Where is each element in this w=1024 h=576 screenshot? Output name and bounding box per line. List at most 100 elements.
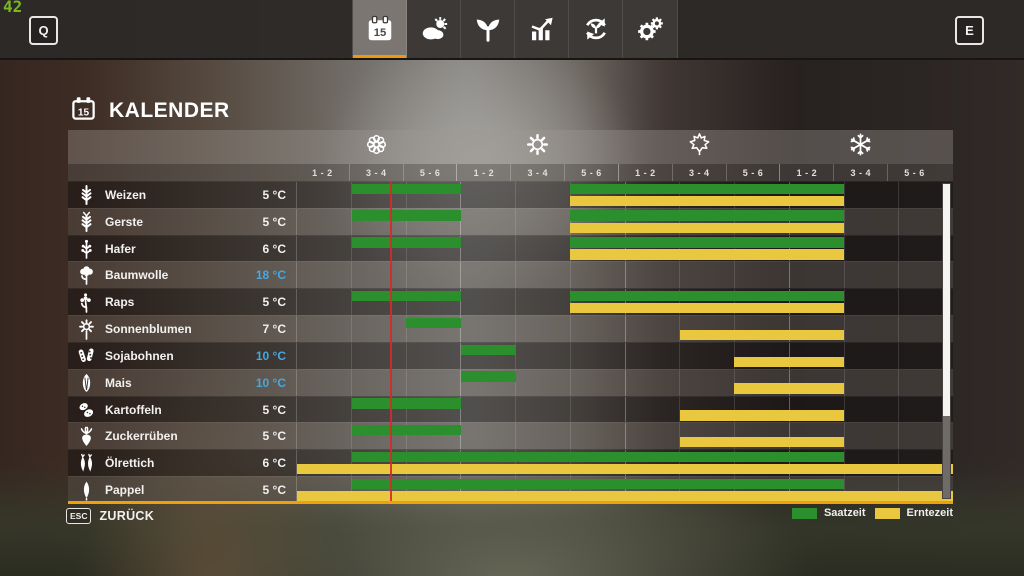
timeline-cell: [843, 208, 899, 235]
legend-item: Erntezeit: [874, 507, 953, 519]
tab-calendar[interactable]: 15: [353, 0, 407, 58]
back-label: ZURÜCK: [99, 509, 155, 523]
tab-statistics[interactable]: [515, 0, 569, 58]
barley-icon: [77, 211, 96, 233]
menu-tab-bar: 15: [352, 0, 678, 58]
sow-period-bar: [351, 451, 844, 463]
timeline-cell: [405, 369, 461, 396]
sunflower-icon: [77, 318, 96, 340]
period-label: 1 - 2: [456, 164, 510, 181]
period-label: 5 - 6: [725, 164, 780, 181]
timeline-cell: [405, 477, 461, 503]
timeline-cell: [898, 289, 953, 316]
prev-tab-key-hint[interactable]: Q: [29, 16, 58, 45]
crop-timeline: [296, 342, 953, 369]
tab-weather[interactable]: [407, 0, 461, 58]
timeline-cell: [843, 235, 899, 262]
crop-row: Sonnenblumen 7 °C: [68, 315, 953, 342]
timeline-cell: [405, 342, 461, 369]
period-label: 1 - 2: [312, 167, 333, 178]
timeline-cell: [515, 369, 570, 396]
crop-germination-temp: 18 °C: [255, 268, 286, 283]
page-header: 15 KALENDER: [70, 95, 230, 127]
sow-period-bar: [570, 183, 844, 194]
next-tab-key-hint[interactable]: E: [955, 16, 984, 45]
tab-settings[interactable]: [623, 0, 677, 58]
period-label: 3 - 4: [510, 164, 564, 181]
crop-timeline: [296, 396, 953, 423]
harvest-period-bar: [570, 303, 844, 314]
scrollbar-thumb[interactable]: [943, 184, 950, 416]
timeline-cell: [405, 450, 461, 477]
sow-period-bar: [351, 237, 461, 248]
crop-timeline: [296, 289, 953, 316]
timeline-cell: [788, 182, 844, 208]
crop-name: Sojabohnen: [105, 348, 174, 363]
svg-text:15: 15: [78, 107, 90, 118]
timeline-cell: [898, 262, 953, 289]
crop-row: Mais 10 °C: [68, 368, 953, 396]
sow-period-bar: [570, 290, 844, 302]
timeline-cell: [460, 262, 515, 289]
timeline-cell: [624, 477, 680, 503]
period-label: 3 - 4: [833, 164, 887, 181]
timeline-cell: [734, 369, 789, 396]
harvest-period-bar: [570, 195, 844, 207]
corn-icon: [77, 372, 96, 393]
timeline-cell: [405, 316, 461, 342]
timeline-cell: [843, 396, 899, 423]
legend-label: Erntezeit: [906, 507, 953, 519]
crop-label: Gerste 5 °C: [68, 209, 296, 235]
timeline-cell: [679, 208, 734, 235]
timeline-cell: [350, 342, 406, 369]
timeline-cell: [350, 423, 406, 450]
timeline-cell: [460, 423, 515, 450]
oilseed-radish-icon: [77, 453, 96, 474]
timeline-cell: [350, 182, 406, 208]
esc-key-hint: ESC: [66, 508, 92, 524]
timeline-cell: [843, 182, 899, 208]
timeline-cell: [734, 396, 789, 423]
timeline-cell: [297, 370, 351, 396]
timeline-cell: [350, 369, 406, 396]
wheat-icon: [77, 184, 96, 206]
timeline-cell: [460, 342, 515, 369]
vertical-scrollbar[interactable]: [942, 183, 951, 499]
tab-crops[interactable]: [461, 0, 515, 58]
crop-timeline: [296, 423, 953, 450]
timeline-cell: [624, 423, 680, 450]
crop-row: Zuckerrüben 5 °C: [68, 422, 953, 450]
timeline-cell: [350, 450, 406, 477]
crop-germination-temp: 5 °C: [262, 187, 286, 202]
crop-timeline: [296, 477, 953, 503]
harvest-period-bar: [734, 383, 844, 394]
sow-period-bar: [351, 478, 844, 489]
sow-period-bar: [351, 290, 461, 302]
crop-row: Kartoffeln 5 °C: [68, 395, 953, 423]
tab-crop-rotation[interactable]: [569, 0, 623, 58]
timeline-cell: [843, 262, 899, 289]
timeline-cell: [460, 182, 515, 208]
crop-name: Gerste: [105, 214, 144, 229]
timeline-cell: [515, 450, 570, 477]
timeline-cell: [788, 208, 844, 235]
sow-period-bar: [351, 210, 461, 221]
crop-label: Mais 10 °C: [68, 370, 296, 396]
timeline-cell: [679, 477, 734, 503]
crop-timeline: [296, 208, 953, 235]
timeline-cell: [843, 423, 899, 450]
crop-row: Baumwolle 18 °C: [68, 261, 953, 289]
harvest-period-bar: [570, 222, 844, 233]
timeline-cell: [624, 289, 680, 316]
timeline-cell: [679, 423, 734, 450]
timeline-cell: [679, 289, 734, 316]
crop-rows: Weizen 5 °C Gerste 5 °C Hafer 6 °C Baumwolle 18…: [68, 181, 953, 503]
crop-row: Ölrettich 6 °C: [68, 449, 953, 477]
timeline-cell: [624, 235, 680, 262]
sow-period-bar: [351, 425, 461, 436]
timeline-cell: [624, 369, 680, 396]
timeline-cell: [460, 235, 515, 262]
timeline-cell: [405, 208, 461, 235]
back-control[interactable]: ESC ZURÜCK: [66, 508, 154, 524]
